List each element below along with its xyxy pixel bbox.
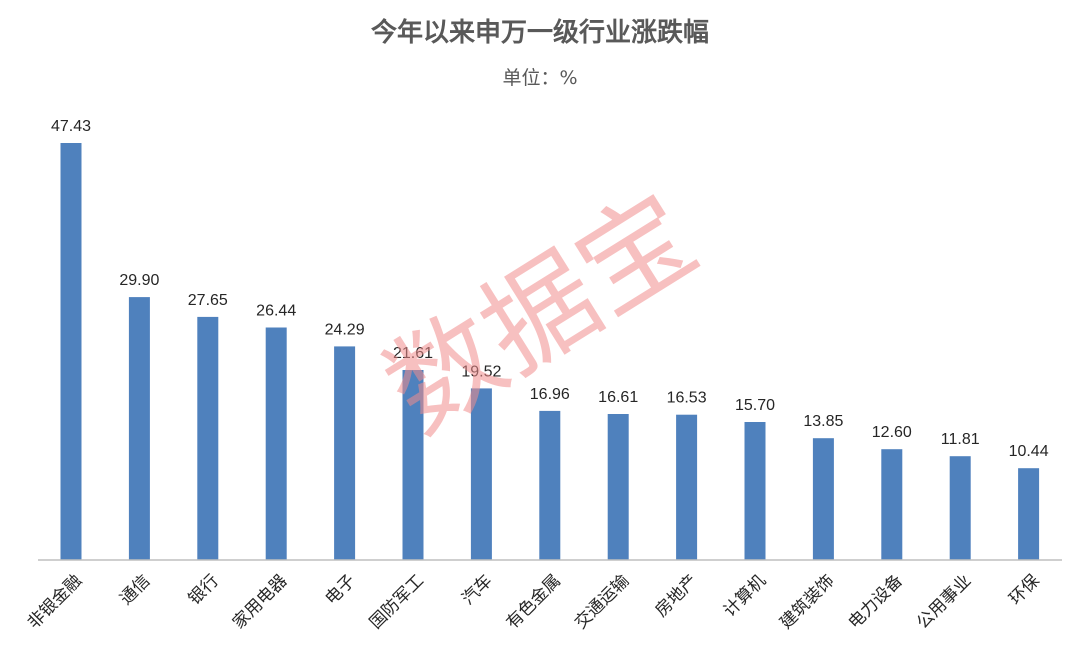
value-label-5: 24.29 <box>325 321 365 338</box>
category-label-15: 环保 <box>1005 571 1043 609</box>
bar-14 <box>949 456 971 560</box>
category-label-8: 有色金属 <box>503 571 565 633</box>
bar-5 <box>334 346 356 560</box>
category-label-12: 建筑装饰 <box>776 571 838 633</box>
value-label-12: 13.85 <box>803 413 843 430</box>
value-label-13: 12.60 <box>872 424 912 441</box>
category-label-5: 电子 <box>321 571 359 609</box>
category-label-3: 银行 <box>185 571 223 609</box>
value-label-14: 11.81 <box>941 431 980 448</box>
value-label-8: 16.96 <box>530 386 570 403</box>
category-label-6: 国防军工 <box>366 571 428 633</box>
value-label-11: 15.70 <box>735 397 775 414</box>
bar-9 <box>607 414 629 560</box>
category-label-group: 非银金融 通信 银行 家用电器 电子 国防军工 汽车 有色金属 交通运输 房地产 计算机 建筑装饰 电力… <box>24 571 1044 633</box>
category-label-10: 房地产 <box>651 571 701 621</box>
value-label-7: 19.52 <box>461 363 501 380</box>
category-label-14: 公用事业 <box>913 571 975 633</box>
value-label-10: 16.53 <box>667 390 707 407</box>
value-label-group: 47.43 29.90 27.65 26.44 24.29 21.61 19.52 16.96… <box>51 118 1049 460</box>
bar-8 <box>539 410 561 560</box>
chart-subtitle: 单位：% <box>502 67 577 89</box>
value-label-2: 29.90 <box>119 272 159 289</box>
chart-title: 今年以来申万一级行业涨跌幅 <box>371 17 709 48</box>
category-label-13: 电力设备 <box>845 571 907 633</box>
category-label-2: 通信 <box>116 571 154 609</box>
bar-11 <box>744 422 766 560</box>
bar-12 <box>812 438 834 560</box>
category-label-9: 交通运输 <box>571 571 633 633</box>
value-label-1: 47.43 <box>51 118 91 135</box>
bar-6 <box>402 370 424 560</box>
value-label-3: 27.65 <box>188 292 228 309</box>
bar-3 <box>197 316 219 560</box>
bar-group <box>60 143 1040 560</box>
category-label-11: 计算机 <box>720 571 770 621</box>
bar-1 <box>60 143 82 560</box>
value-label-4: 26.44 <box>256 303 296 320</box>
bar-13 <box>881 449 903 560</box>
value-label-6: 21.61 <box>393 345 433 362</box>
value-label-9: 16.61 <box>598 389 638 406</box>
bar-2 <box>128 297 150 560</box>
category-label-1: 非银金融 <box>24 571 86 633</box>
bar-15 <box>1018 468 1040 560</box>
value-label-15: 10.44 <box>1009 443 1049 460</box>
bar-10 <box>676 414 698 560</box>
category-label-4: 家用电器 <box>229 571 291 633</box>
bar-4 <box>265 327 287 560</box>
category-label-7: 汽车 <box>458 571 496 609</box>
bar-7 <box>470 388 492 560</box>
